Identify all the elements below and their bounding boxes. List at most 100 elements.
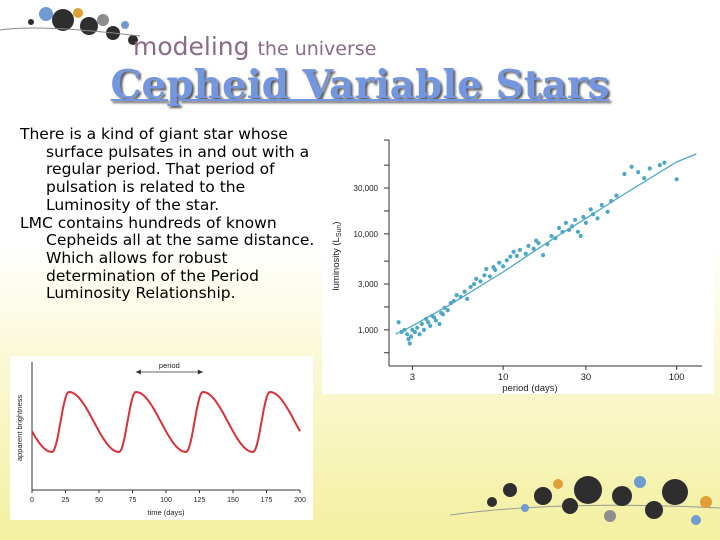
data-point <box>545 242 550 247</box>
data-point <box>642 176 647 181</box>
data-point <box>431 315 437 320</box>
lc-x-tick-label: 25 <box>62 497 70 504</box>
data-point <box>570 224 575 229</box>
data-point <box>583 220 589 226</box>
data-point <box>563 220 568 226</box>
data-point <box>415 325 420 330</box>
data-point <box>448 300 453 306</box>
data-point <box>674 177 679 182</box>
lc-x-tick-label: 150 <box>227 497 239 504</box>
data-point <box>536 241 541 246</box>
paragraph-cepheid-definition: There is a kind of giant star whose surf… <box>20 125 310 214</box>
pl-ticks: 3 10 30 100 1,000 3,000 10,000 30,000 <box>354 139 685 383</box>
data-point <box>437 321 442 327</box>
data-point <box>433 318 439 323</box>
data-point <box>578 233 583 239</box>
x-tick-label: 100 <box>669 372 685 383</box>
x-tick-label: 10 <box>498 372 509 383</box>
y-tick-label: 30,000 <box>354 184 379 193</box>
data-point <box>409 334 414 339</box>
data-point <box>523 251 528 256</box>
y-tick-label: 1,000 <box>358 326 379 335</box>
data-point <box>407 341 412 346</box>
pl-points <box>396 160 679 346</box>
data-point <box>575 229 581 234</box>
data-point <box>458 294 463 300</box>
period-label: period <box>159 361 180 370</box>
lc-x-tick-label: 125 <box>194 497 206 504</box>
brand-text: modeling the universe <box>133 32 376 61</box>
data-point <box>462 289 467 294</box>
data-point <box>497 260 502 265</box>
brand-main: modeling <box>133 32 250 61</box>
data-point <box>622 171 627 177</box>
data-point <box>647 166 652 171</box>
data-point <box>508 254 513 259</box>
brand-tail: the universe <box>257 38 377 60</box>
data-point <box>553 236 558 241</box>
data-point <box>581 214 586 220</box>
data-point <box>657 163 662 168</box>
body-text: There is a kind of giant star whose surf… <box>20 125 325 303</box>
data-point <box>595 216 600 221</box>
data-point <box>511 249 516 254</box>
data-point <box>599 202 604 208</box>
data-point <box>549 233 554 239</box>
x-tick-label: 30 <box>581 372 592 383</box>
period-luminosity-chart: 3 10 30 100 1,000 3,000 10,000 30,000 period (d… <box>331 139 702 394</box>
x-axis-label: period (days) <box>502 383 557 394</box>
data-point <box>662 160 667 165</box>
y-tick-label: 10,000 <box>354 230 379 239</box>
data-point <box>541 253 546 258</box>
brightness-curve <box>31 390 301 454</box>
y-axis-label: luminosity (LSun) <box>331 222 343 291</box>
data-point <box>573 217 578 222</box>
data-point <box>440 312 446 317</box>
data-point <box>421 327 427 332</box>
data-point <box>454 293 459 298</box>
lc-x-tick-label: 100 <box>160 497 172 504</box>
data-point <box>560 229 565 234</box>
period-luminosity-panel: 3 10 30 100 1,000 3,000 10,000 30,000 period (d… <box>322 128 714 394</box>
decor-bubbles-icon <box>449 476 720 525</box>
data-point <box>405 332 410 337</box>
data-point <box>493 267 498 273</box>
x-tick-label: 3 <box>410 372 415 383</box>
data-point <box>445 308 450 313</box>
data-point <box>424 316 429 321</box>
lc-x-tick-label: 0 <box>30 497 34 504</box>
period-annotation: period <box>135 361 203 375</box>
data-point <box>402 327 407 332</box>
data-point <box>442 305 447 310</box>
data-point <box>629 164 634 169</box>
data-point <box>417 332 422 337</box>
data-point <box>478 279 483 284</box>
data-point <box>428 323 433 328</box>
data-point <box>487 274 493 279</box>
period-arrow-left-icon <box>135 369 141 375</box>
data-point <box>514 253 519 258</box>
data-point <box>605 209 610 214</box>
lc-y-axis-label: apparent brightness <box>15 395 24 462</box>
data-point <box>501 264 506 269</box>
light-curve-panel: 0 25 50 75 100 125 150 175 200 period time (days… <box>10 356 313 520</box>
data-point <box>614 193 619 198</box>
data-point <box>482 273 487 278</box>
data-point <box>504 258 509 263</box>
data-point <box>471 281 477 287</box>
slide-title: Cepheid Variable Stars <box>110 62 610 108</box>
data-point <box>517 247 523 253</box>
lc-x-tick-label: 200 <box>294 497 306 504</box>
data-point <box>526 243 531 248</box>
data-point <box>468 284 473 290</box>
data-point <box>474 276 479 281</box>
data-point <box>419 321 424 327</box>
light-curve-chart: 0 25 50 75 100 125 150 175 200 period time (days… <box>15 361 306 517</box>
data-point <box>609 198 614 204</box>
lc-x-tick-label: 175 <box>261 497 273 504</box>
data-point <box>406 337 411 342</box>
data-point <box>396 320 401 325</box>
lc-x-tick-label: 50 <box>95 497 103 504</box>
data-point <box>464 296 470 302</box>
y-tick-label: 3,000 <box>358 280 379 289</box>
